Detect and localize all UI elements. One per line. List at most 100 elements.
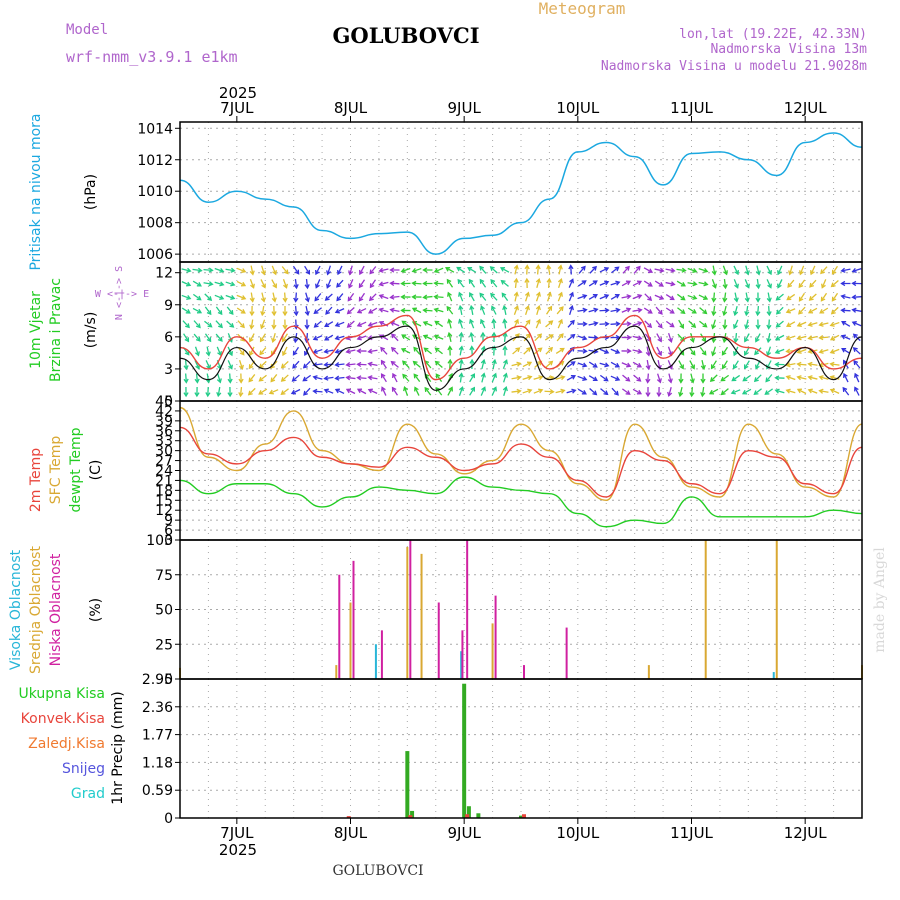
wind-arrow-head bbox=[733, 297, 739, 303]
wind-arrow-head bbox=[657, 350, 662, 357]
wind-arrow bbox=[324, 376, 334, 380]
wind-arrow bbox=[555, 389, 565, 394]
wind-arrow-head bbox=[841, 348, 847, 353]
wind-arrow bbox=[379, 294, 389, 300]
wind-arrow bbox=[183, 333, 189, 342]
wind-arrow bbox=[841, 268, 851, 272]
wind-arrow-head bbox=[774, 335, 781, 341]
wind-arrow bbox=[523, 347, 531, 355]
wind-arrow bbox=[632, 349, 642, 353]
wind-arrow bbox=[369, 266, 377, 274]
wind-arrow bbox=[313, 376, 323, 380]
wind-arrow bbox=[194, 346, 200, 356]
wind-arrow bbox=[853, 333, 861, 342]
wind-arrow-head bbox=[448, 386, 453, 392]
wind-arrow bbox=[501, 292, 509, 302]
wind-arrow-head bbox=[290, 389, 297, 395]
wind-arrow-head bbox=[568, 305, 574, 311]
wind-arrow-head bbox=[447, 358, 453, 364]
wind-arrow-head bbox=[422, 321, 428, 326]
wind-arrow-head bbox=[281, 337, 287, 343]
wind-arrow-head bbox=[689, 392, 695, 398]
wind-arrow bbox=[467, 267, 477, 273]
wind-arrow bbox=[852, 309, 862, 312]
wind-arrow-head bbox=[764, 390, 770, 395]
wind-arrow bbox=[698, 294, 708, 300]
wind-arrow-head bbox=[829, 361, 835, 367]
wind-arrow bbox=[513, 306, 519, 315]
wind-arrow-head bbox=[766, 297, 772, 303]
wind-arrow bbox=[535, 319, 541, 329]
wind-arrow bbox=[203, 282, 213, 285]
wind-arrow-head bbox=[819, 309, 825, 314]
wind-arrow bbox=[689, 360, 695, 369]
wind-arrow bbox=[566, 375, 576, 381]
wind-arrow-head bbox=[722, 310, 728, 317]
wind-arrow bbox=[281, 388, 289, 395]
wind-arrow-head bbox=[702, 322, 708, 328]
wind-arrow-head bbox=[345, 362, 351, 368]
wind-arrow-head bbox=[840, 267, 846, 273]
wind-arrow-head bbox=[625, 280, 632, 286]
wind-arrow bbox=[698, 281, 708, 286]
wind-arrow-head bbox=[766, 311, 772, 317]
wind-arrow-head bbox=[302, 376, 308, 382]
wind-arrow-head bbox=[413, 373, 419, 379]
wind-arrow-head bbox=[569, 278, 574, 284]
wind-arrow bbox=[380, 347, 388, 355]
wind-arrow-head bbox=[645, 378, 651, 384]
y-tick-label: 21 bbox=[155, 473, 173, 489]
wind-arrow-head bbox=[604, 321, 610, 327]
wind-arrow bbox=[458, 319, 464, 329]
wind-arrow-head bbox=[480, 331, 486, 337]
precip-bar bbox=[408, 815, 413, 818]
wind-arrow-head bbox=[647, 296, 653, 302]
wind-arrow bbox=[786, 293, 796, 301]
wind-arrow bbox=[852, 321, 862, 327]
wind-arrow-head bbox=[196, 281, 202, 287]
wind-arrow-head bbox=[433, 334, 439, 340]
wind-arrow-head bbox=[680, 309, 686, 315]
wind-arrow-head bbox=[293, 311, 299, 317]
wind-arrow-head bbox=[260, 324, 265, 330]
wind-arrow-head bbox=[722, 284, 728, 290]
wind-arrow bbox=[446, 306, 454, 315]
wind-arrow bbox=[260, 319, 266, 329]
y-tick-label: 1014 bbox=[137, 121, 173, 137]
wind-arrow bbox=[448, 332, 452, 343]
wind-arrow-head bbox=[447, 345, 453, 351]
y-tick-label: 1012 bbox=[137, 153, 173, 169]
wind-arrow bbox=[545, 347, 553, 355]
wind-arrow-head bbox=[271, 337, 277, 344]
wind-arrow bbox=[523, 319, 531, 329]
wind-arrow bbox=[512, 347, 520, 355]
wind-arrow bbox=[853, 360, 861, 369]
wind-arrow-head bbox=[582, 335, 588, 341]
wind-arrow-head bbox=[334, 362, 340, 368]
wind-arrow bbox=[457, 279, 465, 288]
wind-arrow-head bbox=[525, 319, 531, 325]
wind-arrow-head bbox=[570, 375, 576, 380]
wind-arrow-head bbox=[775, 322, 781, 328]
wind-arrow bbox=[261, 305, 265, 316]
cloud-ylabel-2: Srednja Oblacnost bbox=[28, 546, 44, 674]
wind-arrow-head bbox=[283, 283, 288, 289]
wind-arrow bbox=[423, 335, 433, 340]
wind-arrow-head bbox=[580, 265, 586, 271]
wind-arrow bbox=[712, 265, 716, 275]
wind-arrow bbox=[841, 321, 851, 327]
wind-arrow bbox=[558, 265, 562, 275]
wind-arrow bbox=[292, 374, 300, 382]
wind-arrow-head bbox=[524, 277, 530, 283]
wind-arrow bbox=[511, 390, 521, 393]
wind-arrow-head bbox=[208, 281, 214, 287]
wind-arrow-head bbox=[691, 309, 697, 314]
wind-arrow bbox=[754, 388, 762, 395]
wind-arrow-head bbox=[491, 345, 497, 351]
wind-arrow bbox=[491, 387, 497, 396]
data-layer bbox=[179, 132, 863, 818]
wind-arrow-head bbox=[807, 348, 813, 354]
wind-arrow-head bbox=[546, 264, 552, 270]
wind-arrow bbox=[644, 293, 652, 301]
wind-arrow bbox=[424, 387, 432, 396]
